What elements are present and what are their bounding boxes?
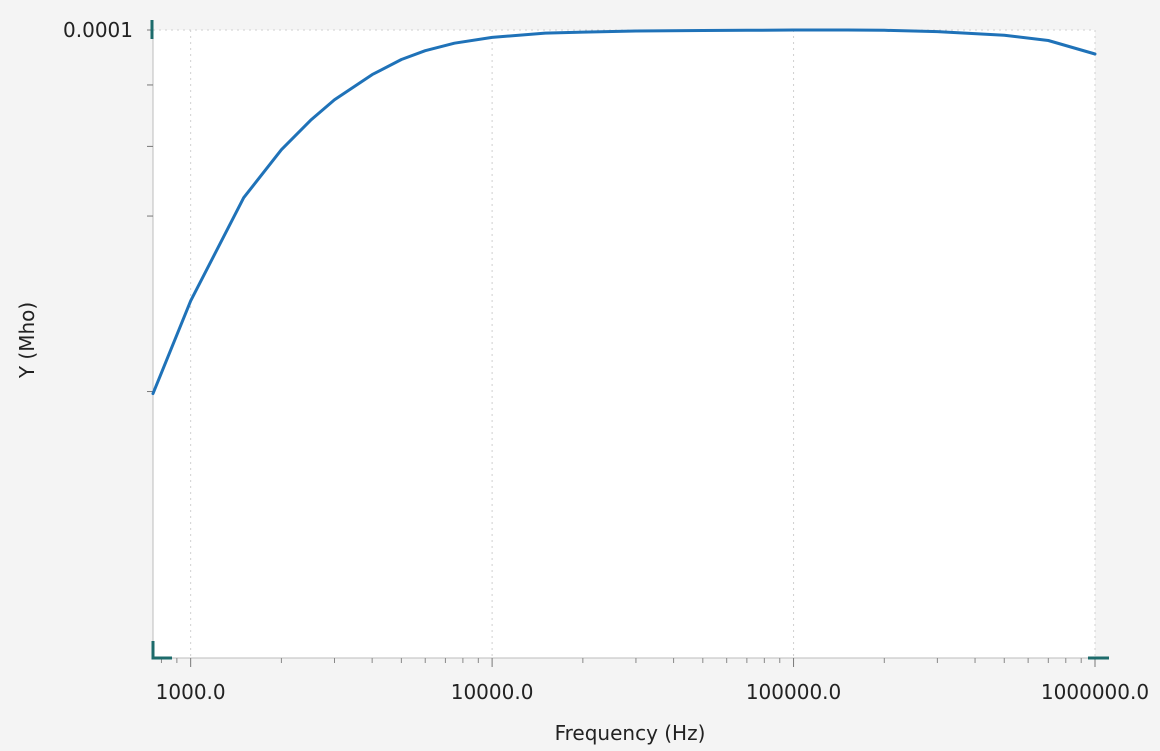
- y-tick-label: 0.0001: [63, 18, 133, 42]
- series-layer: [151, 28, 1097, 396]
- plot-area: [153, 30, 1095, 658]
- series-line: [151, 28, 1097, 396]
- axis-origin-marker: [151, 641, 172, 660]
- x-tick-label: 10000.0: [451, 680, 534, 704]
- x-tick-label: 100000.0: [746, 680, 841, 704]
- x-axis-title: Frequency (Hz): [555, 721, 706, 745]
- y-axis-title: Y (Mho): [15, 302, 39, 379]
- gridlines: [153, 29, 1096, 658]
- x-tick-label: 1000.0: [156, 680, 226, 704]
- x-tick-label: 1000000.0: [1041, 680, 1149, 704]
- tick-labels: 1000.0 10000.0 100000.0 1000000.0 0.0001: [63, 18, 1149, 704]
- axes: [147, 20, 1109, 667]
